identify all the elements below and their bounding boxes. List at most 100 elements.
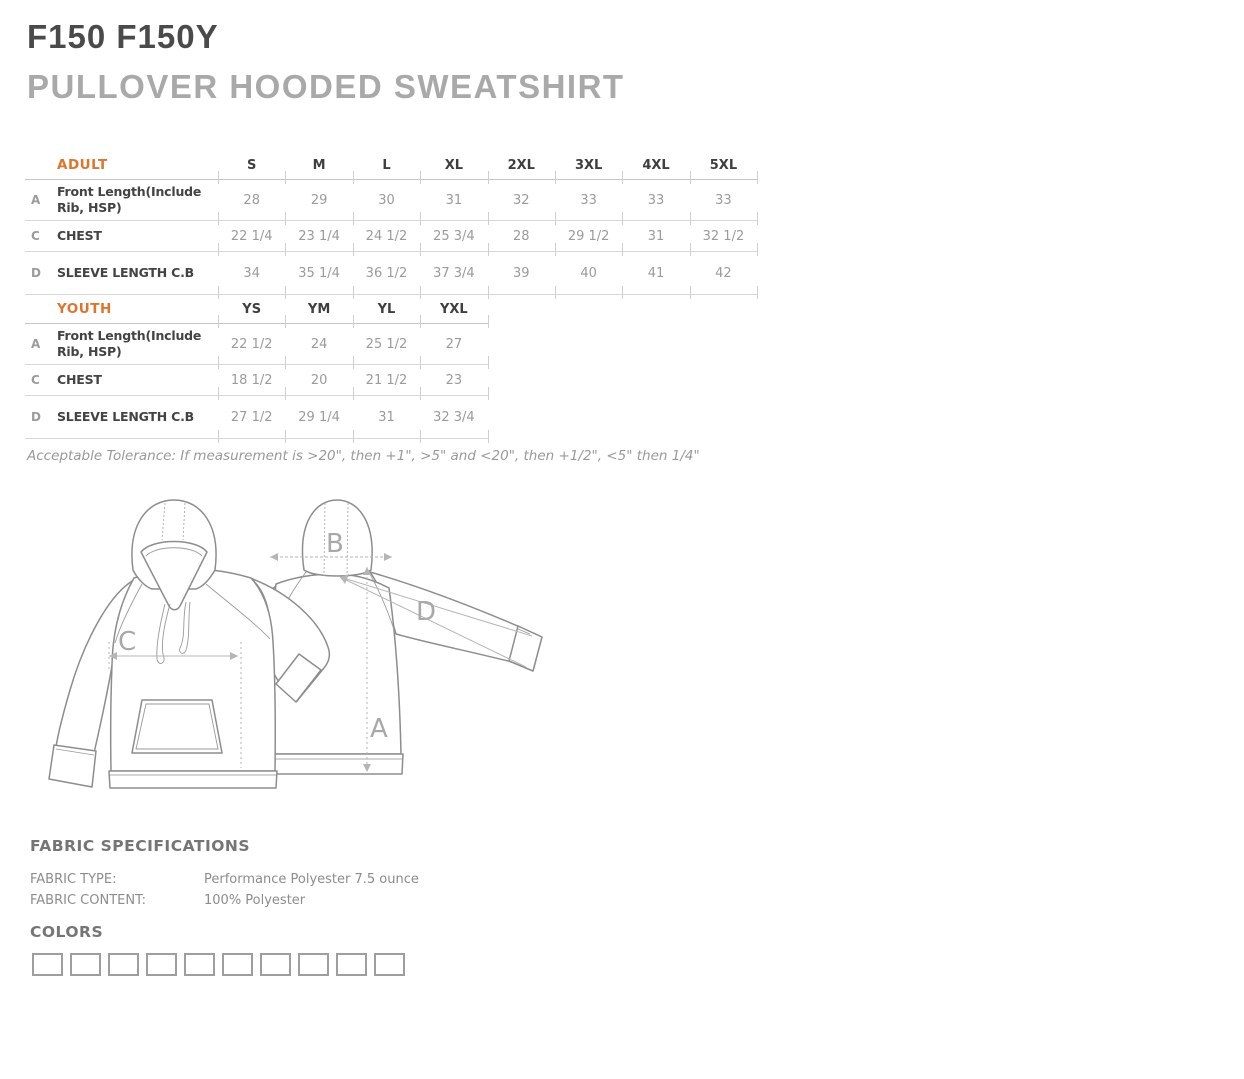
color-swatch[interactable] (32, 953, 63, 976)
measurement-label: CHEST (57, 372, 102, 388)
size-value: 29 1/2 (554, 221, 622, 256)
measurement-label: Front Length(Include Rib, HSP) (57, 184, 202, 215)
color-swatch[interactable] (70, 953, 101, 976)
size-column-header: 3XL (554, 152, 622, 184)
hoodie-diagram: C B D A (30, 490, 575, 800)
size-value: 42 (689, 252, 759, 299)
color-swatch[interactable] (146, 953, 177, 976)
size-value: 32 1/2 (689, 221, 759, 256)
color-swatch-row (32, 953, 405, 976)
size-value: 41 (622, 252, 689, 299)
size-value: 23 (420, 365, 489, 400)
measure-line-d-top (339, 576, 533, 637)
size-table-row: D SLEEVE LENGTH C.B 27 1/2 29 1/4 31 32 3/4 (25, 396, 489, 443)
fabric-type-label: FABRIC TYPE: (30, 872, 117, 887)
size-value: 22 1/2 (218, 324, 285, 369)
size-column-header: 4XL (622, 152, 689, 184)
colors-heading: COLORS (30, 923, 104, 941)
size-value: 28 (487, 221, 555, 256)
measurement-label-d: D (416, 597, 436, 627)
measurement-label: SLEEVE LENGTH C.B (57, 265, 195, 281)
kangaroo-pocket (131, 699, 223, 754)
color-swatch[interactable] (298, 953, 329, 976)
size-group-label: ADULT (57, 157, 108, 174)
size-table-header-row: YOUTH YS YM YL YXL (25, 296, 489, 328)
row-key: C (31, 229, 40, 243)
page-subtitle: PULLOVER HOODED SWEATSHIRT (27, 68, 625, 105)
size-value: 28 (218, 180, 285, 225)
size-value: 31 (352, 396, 420, 443)
size-value: 32 3/4 (420, 396, 489, 443)
color-swatch[interactable] (260, 953, 291, 976)
size-table-row: A Front Length(Include Rib, HSP) 28 29 30 31 3… (25, 180, 759, 225)
size-value: 37 3/4 (420, 252, 487, 299)
fabric-type-value: Performance Polyester 7.5 ounce (204, 872, 419, 887)
size-column-header: 5XL (689, 152, 759, 184)
size-column-header: YL (352, 296, 420, 328)
arrowhead (270, 553, 278, 561)
size-value: 33 (689, 180, 759, 225)
color-swatch[interactable] (184, 953, 215, 976)
size-value: 31 (622, 221, 689, 256)
size-table-header-row: ADULT S M L XL 2XL 3XL 4XL 5XL (25, 152, 759, 184)
color-swatch[interactable] (374, 953, 405, 976)
size-column-header: 2XL (487, 152, 555, 184)
size-value: 33 (554, 180, 622, 225)
drawstring-right (179, 601, 191, 654)
color-swatch[interactable] (108, 953, 139, 976)
size-column-header: XL (420, 152, 487, 184)
measurement-label: SLEEVE LENGTH C.B (57, 409, 195, 425)
size-value: 34 (218, 252, 285, 299)
size-value: 21 1/2 (352, 365, 420, 400)
fabric-content-label: FABRIC CONTENT: (30, 893, 146, 908)
size-table-row: D SLEEVE LENGTH C.B 34 35 1/4 36 1/2 37 3/4 39… (25, 252, 759, 299)
size-value: 18 1/2 (218, 365, 285, 400)
size-column-header: S (218, 152, 285, 184)
hoodie-line-art: C B D A (48, 499, 543, 789)
size-value: 24 (285, 324, 352, 369)
measurement-label-b: B (326, 529, 344, 559)
row-key: D (31, 410, 41, 424)
size-value: 35 1/4 (285, 252, 352, 299)
size-column-header: YS (218, 296, 285, 328)
hood-opening (140, 540, 208, 611)
size-value: 31 (420, 180, 487, 225)
tolerance-note: Acceptable Tolerance: If measurement is … (27, 448, 700, 464)
size-table-row: C CHEST 22 1/4 23 1/4 24 1/2 25 3/4 28 29 1/2 31… (25, 221, 759, 256)
size-column-header: M (285, 152, 352, 184)
drawstring-left (156, 603, 171, 664)
arrowhead (340, 574, 349, 584)
size-column-header: YM (285, 296, 352, 328)
size-column-header: YXL (420, 296, 489, 328)
size-value: 40 (554, 252, 622, 299)
size-value: 32 (487, 180, 555, 225)
color-swatch[interactable] (336, 953, 367, 976)
size-value: 25 1/2 (352, 324, 420, 369)
pocket-stitching (135, 703, 219, 750)
row-key: A (31, 337, 41, 351)
front-right-cuff (275, 653, 322, 703)
arrowhead (363, 567, 371, 575)
size-column-header: L (352, 152, 420, 184)
size-table-row: A Front Length(Include Rib, HSP) 22 1/2 24 2… (25, 324, 489, 369)
size-value: 20 (285, 365, 352, 400)
adult-size-table: ADULT S M L XL 2XL 3XL 4XL 5XL A Front Length(Incl… (25, 152, 759, 299)
size-value: 39 (487, 252, 555, 299)
front-hem-band (108, 770, 278, 789)
size-value: 22 1/4 (218, 221, 285, 256)
back-hem-band (260, 753, 404, 775)
size-group-label: YOUTH (57, 301, 112, 318)
fabric-specifications-heading: FABRIC SPECIFICATIONS (30, 837, 251, 855)
youth-size-table: YOUTH YS YM YL YXL A Front Length(Include Rib,… (25, 296, 489, 443)
color-swatch[interactable] (222, 953, 253, 976)
size-table-row: C CHEST 18 1/2 20 21 1/2 23 (25, 365, 489, 400)
front-left-cuff (48, 744, 97, 788)
measure-line-d-bottom (339, 576, 527, 668)
size-value: 23 1/4 (285, 221, 352, 256)
arrowhead (230, 652, 238, 660)
row-key: A (31, 193, 41, 207)
size-value: 27 (420, 324, 489, 369)
fabric-spec-row: FABRIC TYPE: Performance Polyester 7.5 ou… (30, 872, 419, 887)
measurement-label-a: A (370, 714, 388, 744)
row-key: D (31, 266, 41, 280)
